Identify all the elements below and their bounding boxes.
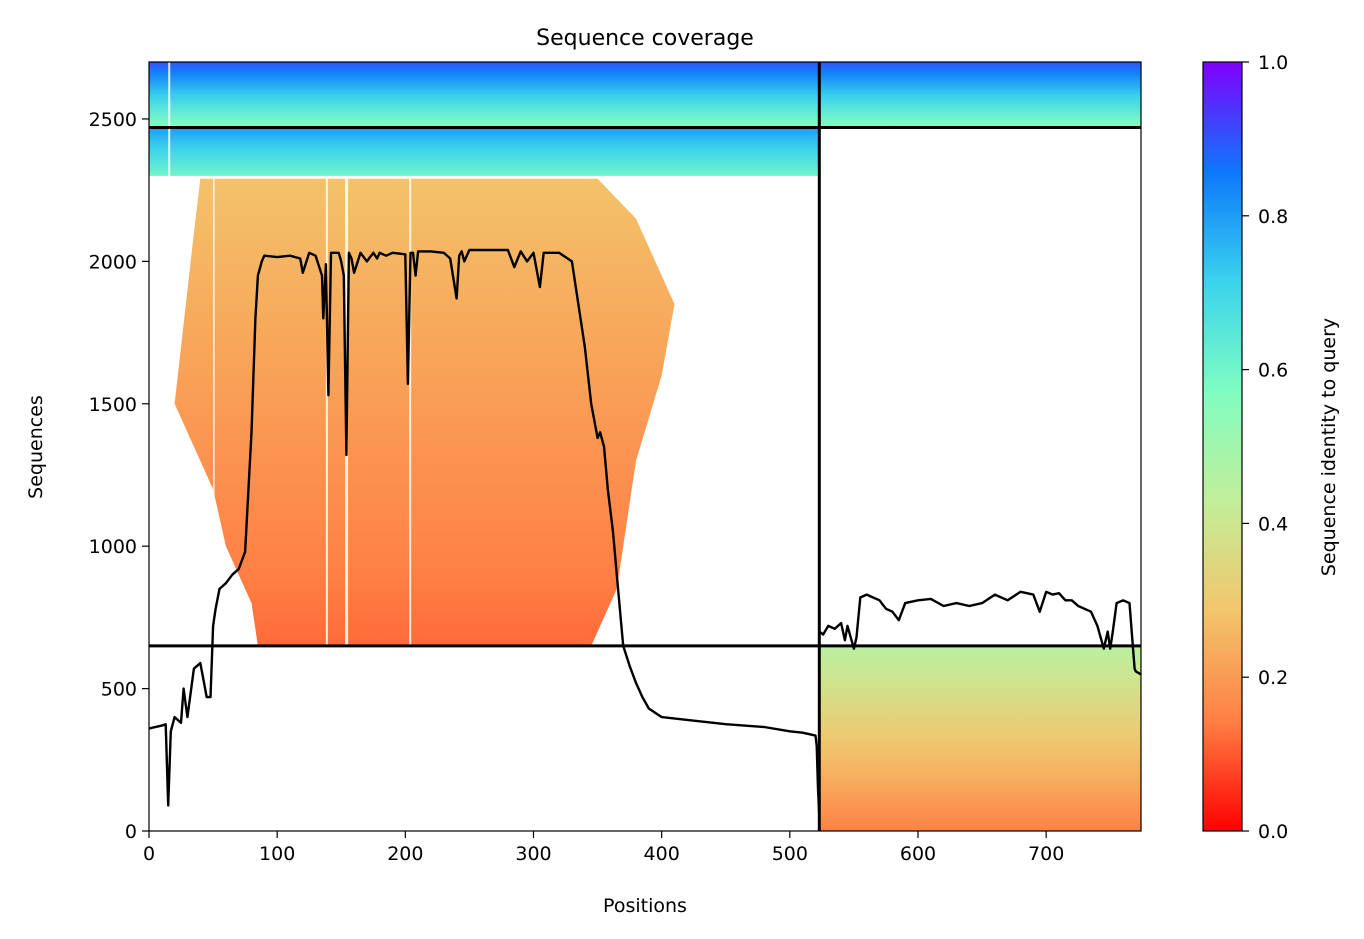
colorbar-ticks: 0.0 0.2 0.4 0.6 0.8 1.0 xyxy=(1242,52,1288,843)
colorbar-strip xyxy=(1202,61,1243,832)
coverage-gap xyxy=(409,178,412,646)
coverage-gap xyxy=(325,178,328,646)
plot-area xyxy=(149,62,1141,831)
coverage-line xyxy=(149,248,821,817)
plot-frame xyxy=(148,61,1142,832)
x-tick-label: 700 xyxy=(1028,843,1064,865)
y-tick-label: 2000 xyxy=(89,251,137,273)
chart-title: Sequence coverage xyxy=(536,26,754,51)
coverage-block xyxy=(819,645,1141,831)
coverage-block xyxy=(174,178,675,646)
coverage-line xyxy=(818,590,1141,676)
colorbar: 0.0 0.2 0.4 0.6 0.8 1.0 Sequence identity to … xyxy=(1202,52,1340,843)
x-axis-ticks: 0 100 200 300 400 500 600 700 xyxy=(143,831,1064,865)
y-tick-label: 2500 xyxy=(89,109,137,131)
x-tick-label: 100 xyxy=(259,843,295,865)
colorbar-tick-label: 0.6 xyxy=(1258,360,1288,382)
coverage-gap xyxy=(213,178,215,547)
coverage-block xyxy=(149,62,1141,128)
block-boundaries xyxy=(149,62,1141,831)
y-tick-label: 1000 xyxy=(89,536,137,558)
x-tick-label: 300 xyxy=(515,843,551,865)
y-tick-label: 0 xyxy=(125,821,137,843)
x-tick-label: 400 xyxy=(644,843,680,865)
y-tick-label: 1500 xyxy=(89,394,137,416)
colorbar-tick-label: 1.0 xyxy=(1258,52,1288,74)
y-axis-ticks: 0 500 1000 1500 2000 2500 xyxy=(89,109,149,843)
colorbar-label: Sequence identity to query xyxy=(1318,318,1340,576)
x-tick-label: 0 xyxy=(143,843,155,865)
colorbar-tick-label: 0.4 xyxy=(1258,513,1288,535)
coverage-blocks xyxy=(149,62,1141,831)
coverage-gap xyxy=(168,62,171,176)
colorbar-tick-label: 0.2 xyxy=(1258,667,1288,689)
coverage-block xyxy=(149,127,820,176)
colorbar-tick-label: 0.0 xyxy=(1258,821,1288,843)
colorbar-tick-label: 0.8 xyxy=(1258,206,1288,228)
y-tick-label: 500 xyxy=(101,679,137,701)
x-tick-label: 500 xyxy=(772,843,808,865)
x-axis-label: Positions xyxy=(603,895,687,917)
x-tick-label: 600 xyxy=(900,843,936,865)
x-tick-label: 200 xyxy=(387,843,423,865)
coverage-lines xyxy=(149,248,1141,817)
y-axis-label: Sequences xyxy=(25,395,47,499)
